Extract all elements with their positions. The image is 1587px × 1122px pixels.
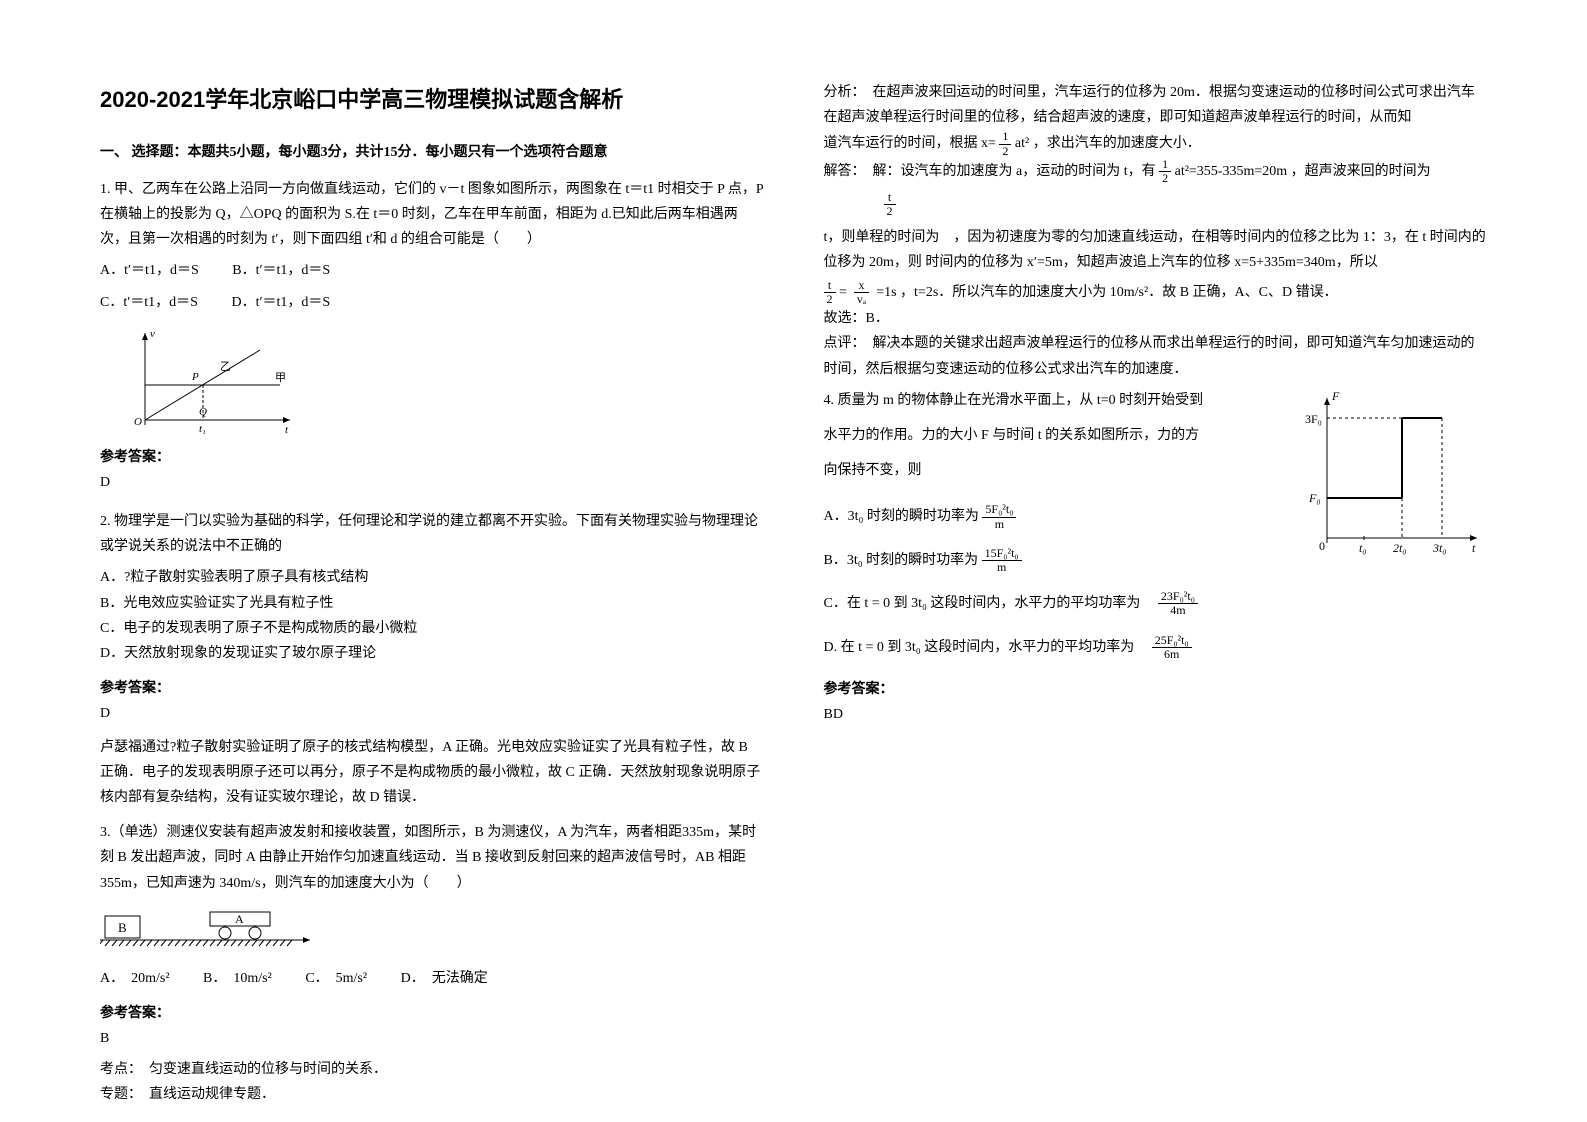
q4-optC-pre: C．在 <box>824 596 865 611</box>
q4-optB-3t0: 3t₀ <box>847 553 863 568</box>
frac-t2: t2 <box>884 191 896 218</box>
fig1-label-t: t <box>285 424 289 435</box>
q4-fracB: 15F₀²t₀m <box>982 547 1022 574</box>
q3-jd3: =1s ，t=2s．所以汽车的加速度大小为 10m/s²．故 B 正确，A、C、… <box>876 285 1337 300</box>
q3-stem: 3.（单选）测速仪安装有超声波发射和接收装置，如图所示，B 为测速仪，A 为汽车… <box>100 820 764 896</box>
q3-dp: 点评： 解决本题的关键求出超声波单程运行的位移从而求出单程运行的时间，即可知道汽… <box>824 331 1488 381</box>
q3-jda: 解答： 解：设汽车的加速度为 a，运动的时间为 t，有 <box>824 164 1160 179</box>
frac-half-2: 12 <box>1159 158 1171 185</box>
q4-fracC: 23F₀²t₀4m <box>1158 590 1198 617</box>
q2-stem: 2. 物理学是一门以实验为基础的科学，任何理论和学说的建立都离不开实验。下面有关… <box>100 509 764 559</box>
q3-opts: A． 20m/s² B． 10m/s² C． 5m/s² D． 无法确定 <box>100 966 764 991</box>
q2-optC: C．电子的发现表明了原子不是构成物质的最小微粒 <box>100 616 764 641</box>
q3-optD: D． 无法确定 <box>401 971 488 986</box>
q1-ans-label: 参考答案： <box>100 445 764 470</box>
fig1-label-O: O <box>134 416 142 428</box>
q4-optD-3t0: 3t₀ <box>905 639 921 654</box>
q3-kd: 考点： 匀变速直线运动的位移与时间的关系． <box>100 1057 764 1082</box>
q3-ans: B <box>100 1026 764 1051</box>
frac-t2-line: t2 <box>884 191 1488 218</box>
q4-optA-pre: A． <box>824 509 848 524</box>
q4-optC-t0: t = 0 <box>864 596 890 611</box>
fig4-2t0: 2t₀ <box>1393 541 1407 555</box>
q1-stem: 1. 甲、乙两车在公路上沿同一方向做直线运动，它们的 v－t 图象如图所示，两图… <box>100 177 764 253</box>
q2-optB: B．光电效应实验证实了光具有粒子性 <box>100 591 764 616</box>
fig4-3F0: 3F₀ <box>1305 412 1322 426</box>
q3-jdb: at²=355-335m=20m ，超声波来回的时间为 <box>1175 164 1431 179</box>
q4-ans: BD <box>824 702 1488 727</box>
question-4: F 3F₀ F₀ 0 t₀ 2t₀ 3t₀ t 4. 质量为 m 的物体静止在光… <box>824 388 1488 741</box>
q4-fracA: 5F₀²t₀m <box>982 503 1016 530</box>
q3-zt: 专题： 直线运动规律专题． <box>100 1082 764 1107</box>
q4-optC-3t0: 3t₀ <box>911 596 927 611</box>
q4-optD-mid2: 这段时间内，水平力的平均功率为 <box>921 639 1149 654</box>
q4-ans-label: 参考答案： <box>824 677 1488 702</box>
fig4-O: 0 <box>1319 539 1325 553</box>
section-head: 一、 选择题：本题共5小题，每小题3分，共计15分．每小题只有一个选项符合题意 <box>100 140 764 165</box>
fig1-label-t1: t₁ <box>199 423 206 435</box>
q2-optA: A．?粒子散射实验表明了原子具有核式结构 <box>100 565 764 590</box>
q3-jd2: t，则单程的时间为 ，因为初速度为零的匀加速直线运动，在相等时间内的位移之比为 … <box>824 225 1488 275</box>
q4-optC-mid1: 到 <box>890 596 911 611</box>
q1-opts-row1: A．t′＝t1，d＝S B．t′＝t1，d＝S <box>100 258 764 283</box>
question-1: 1. 甲、乙两车在公路上沿同一方向做直线运动，它们的 v－t 图象如图所示，两图… <box>100 177 764 495</box>
q3-fx2a: 道汽车运行的时间，根据 x= <box>824 136 1000 151</box>
frac-t2b: t2 <box>824 279 836 306</box>
q3-gx: 故选：B． <box>824 306 1488 331</box>
frac-xv: xvₐ <box>854 279 869 306</box>
doc-title: 2020-2021学年北京峪口中学高三物理模拟试题含解析 <box>100 80 764 120</box>
q4-optD: D. 在 t = 0 到 3t₀ 这段时间内，水平力的平均功率为 25F₀²t₀… <box>824 634 1488 661</box>
q4-optD-mid1: 到 <box>884 639 905 654</box>
fig1-label-yi: 乙 <box>220 360 231 373</box>
q1-ans: D <box>100 470 764 495</box>
fig3-B: B <box>118 920 127 935</box>
fig4-F: F <box>1331 389 1340 403</box>
frac-half-1: 12 <box>999 130 1011 157</box>
q2-ans: D <box>100 701 764 726</box>
q4-optB-mid: 时刻的瞬时功率为 <box>863 553 982 568</box>
q1-opts-row2: C．t′＝t1，d＝S D．t′＝t1，d＝S <box>100 290 764 315</box>
fig4-t: t <box>1472 541 1476 555</box>
q3-optC: C． 5m/s² <box>305 971 367 986</box>
q1-optA: A．t′＝t1，d＝S <box>100 263 199 278</box>
fig1-label-P: P <box>191 371 199 383</box>
fig1-label-Q: Q <box>199 406 207 418</box>
q1-figure: 甲 乙 P Q t₁ O v t <box>120 325 764 435</box>
question-3: 3.（单选）测速仪安装有超声波发射和接收装置，如图所示，B 为测速仪，A 为汽车… <box>100 820 764 1108</box>
q3-fx2: 道汽车运行的时间，根据 x= 12 at² ，求出汽车的加速度大小． <box>824 130 1488 157</box>
question-2: 2. 物理学是一门以实验为基础的科学，任何理论和学说的建立都离不开实验。下面有关… <box>100 509 764 810</box>
q4-figure: F 3F₀ F₀ 0 t₀ 2t₀ 3t₀ t <box>1297 388 1487 567</box>
q4-fracD: 25F₀²t₀6m <box>1152 634 1192 661</box>
q3-jd1: 解答： 解：设汽车的加速度为 a，运动的时间为 t，有 12 at²=355-3… <box>824 158 1488 185</box>
q4-optA-3t0: 3t₀ <box>848 509 864 524</box>
fig4-3t0: 3t₀ <box>1432 541 1447 555</box>
q4-optA-mid: 时刻的瞬时功率为 <box>863 509 982 524</box>
fig4-F0: F₀ <box>1308 491 1321 505</box>
q3-figure: B A <box>100 906 764 956</box>
q4-optC: C．在 t = 0 到 3t₀ 这段时间内，水平力的平均功率为 23F₀²t₀4… <box>824 590 1488 617</box>
q3-ans-label: 参考答案： <box>100 1001 764 1026</box>
left-column: 2020-2021学年北京峪口中学高三物理模拟试题含解析 一、 选择题：本题共5… <box>100 80 764 1042</box>
q3-jd3-line: t2 = xvₐ =1s ，t=2s．所以汽车的加速度大小为 10m/s²．故 … <box>824 279 1488 306</box>
q2-ans-label: 参考答案： <box>100 676 764 701</box>
q1-optD: D．t′＝t1，d＝S <box>231 295 330 310</box>
q4-optD-pre: D. 在 <box>824 639 859 654</box>
fig3-A: A <box>235 912 244 926</box>
q4-optC-mid2: 这段时间内，水平力的平均功率为 <box>927 596 1155 611</box>
q1-optB: B．t′＝t1，d＝S <box>232 263 330 278</box>
q3-fx2b: at² ，求出汽车的加速度大小． <box>1015 136 1201 151</box>
fig1-label-v: v <box>150 328 155 340</box>
q3-optA: A． 20m/s² <box>100 971 170 986</box>
right-column: 分析： 在超声波来回运动的时间里，汽车运行的位移为 20m．根据匀变速运动的位移… <box>824 80 1488 1042</box>
q4-optD-t0: t = 0 <box>858 639 884 654</box>
q1-optC: C．t′＝t1，d＝S <box>100 295 198 310</box>
fig4-t0: t₀ <box>1359 541 1367 555</box>
q2-optD: D．天然放射现象的发现证实了玻尔原子理论 <box>100 641 764 666</box>
q2-explain: 卢瑟福通过?粒子散射实验证明了原子的核式结构模型，A 正确。光电效应实验证实了光… <box>100 735 764 811</box>
q3-optB: B． 10m/s² <box>203 971 272 986</box>
q3-fx: 分析： 在超声波来回运动的时间里，汽车运行的位移为 20m．根据匀变速运动的位移… <box>824 80 1488 130</box>
fig1-label-jia: 甲 <box>275 372 286 384</box>
q4-optB-pre: B． <box>824 553 847 568</box>
